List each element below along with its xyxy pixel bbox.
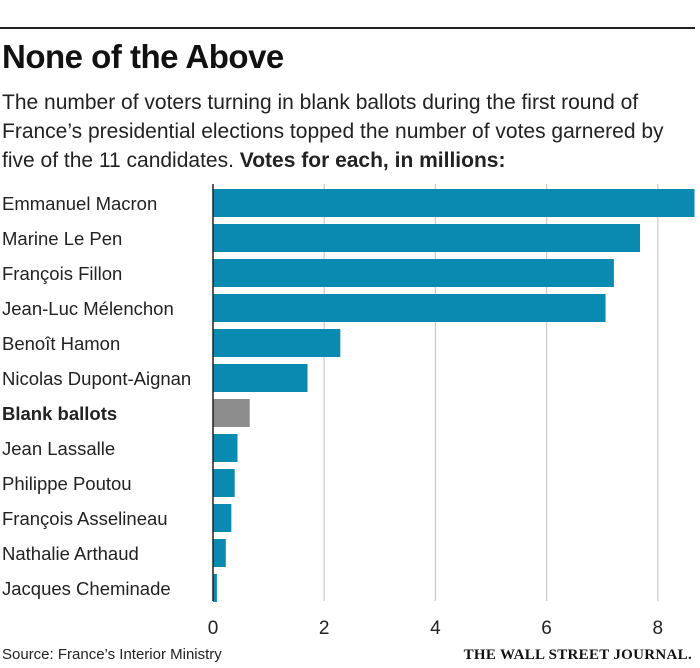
category-label: Jacques Cheminade	[2, 578, 171, 599]
bar	[213, 539, 226, 567]
subtitle-text: The number of voters turning in blank ba…	[2, 91, 664, 172]
category-label: Marine Le Pen	[2, 228, 122, 249]
subtitle-bold: Votes for each, in millions:	[239, 149, 506, 172]
category-label: François Fillon	[2, 263, 122, 284]
bar	[213, 434, 238, 462]
publisher-logo: THE WALL STREET JOURNAL.	[463, 647, 692, 663]
category-label: Jean Lassalle	[2, 438, 115, 459]
bar	[213, 189, 695, 217]
bar	[213, 469, 235, 497]
bar-chart: Emmanuel Macron Marine Le Pen François Fil…	[2, 184, 695, 639]
category-label: Nathalie Arthaud	[2, 543, 139, 564]
category-label: Jean-Luc Mélenchon	[2, 298, 174, 319]
category-label: Blank ballots	[2, 403, 117, 424]
category-label: Benoît Hamon	[2, 333, 120, 354]
tick-label: 0	[208, 618, 219, 639]
tick-label: 2	[319, 618, 330, 639]
bar	[213, 329, 341, 357]
tick-label: 6	[541, 618, 552, 639]
category-label: Emmanuel Macron	[2, 193, 157, 214]
category-label: François Asselineau	[2, 508, 168, 529]
top-rule	[0, 27, 695, 29]
tick-label: 8	[653, 618, 664, 639]
chart-title: None of the Above	[2, 38, 284, 75]
category-label: Nicolas Dupont-Aignan	[2, 368, 191, 389]
chart-subtitle: The number of voters turning in blank ba…	[2, 88, 692, 175]
bar	[213, 259, 614, 287]
bar	[213, 364, 308, 392]
bar	[213, 574, 217, 602]
bar	[213, 504, 232, 532]
source-note: Source: France’s Interior Ministry	[2, 646, 222, 663]
category-label: Philippe Poutou	[2, 473, 132, 494]
bar	[213, 224, 641, 252]
bar	[213, 294, 606, 322]
bar	[213, 399, 250, 427]
tick-label: 4	[430, 618, 441, 639]
